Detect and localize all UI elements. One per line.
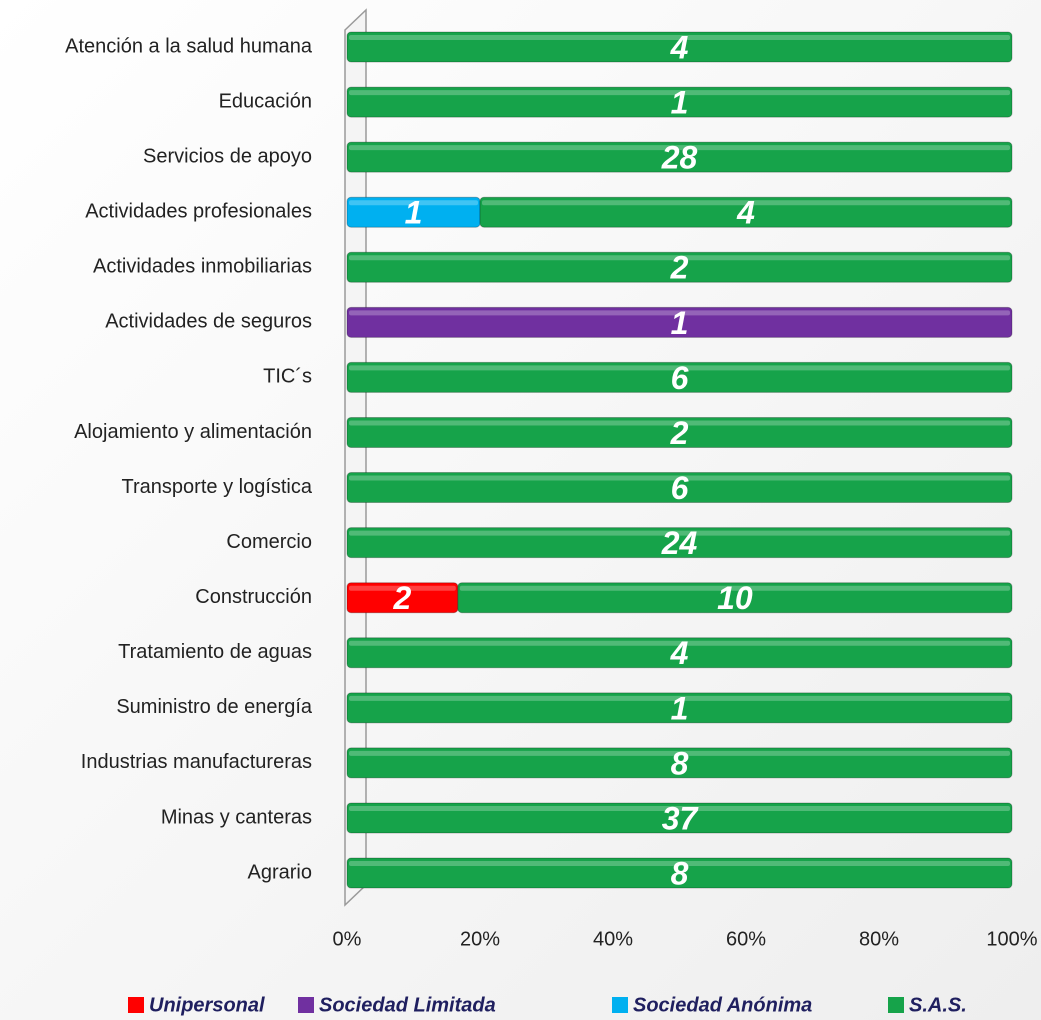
data-label: 4 — [736, 195, 755, 231]
data-label: 4 — [670, 29, 689, 65]
category-label: Industrias manufactureras — [81, 751, 312, 773]
bar-segment — [346, 637, 1013, 669]
bar-segment — [457, 582, 1013, 614]
bar-segment — [346, 857, 1013, 889]
bar-segment — [346, 472, 1013, 504]
x-tick-label: 60% — [726, 928, 766, 950]
data-label: 2 — [670, 415, 689, 451]
category-label: Actividades de seguros — [105, 311, 312, 333]
category-label: Alojamiento y alimentación — [74, 421, 312, 443]
data-label: 1 — [671, 85, 689, 121]
legend-swatch — [612, 997, 628, 1013]
bar-segment — [346, 361, 1013, 393]
category-label: Atención a la salud humana — [65, 35, 313, 57]
bar-segment — [346, 416, 1013, 448]
category-label: Actividades profesionales — [85, 200, 312, 222]
x-tick-label: 20% — [460, 928, 500, 950]
x-tick-label: 40% — [593, 928, 633, 950]
category-label: Actividades inmobiliarias — [93, 256, 312, 278]
bar-highlight — [482, 200, 1010, 206]
bar-highlight — [349, 310, 1010, 316]
legend-label: S.A.S. — [909, 994, 967, 1016]
data-label: 1 — [671, 690, 689, 726]
legend-label: Sociedad Anónima — [633, 994, 812, 1016]
bar-highlight — [349, 420, 1010, 426]
bar-highlight — [349, 145, 1010, 151]
bar-highlight — [349, 255, 1010, 261]
bar-highlight — [349, 640, 1010, 646]
category-label: Educación — [219, 90, 312, 112]
data-label: 6 — [671, 470, 689, 506]
bar-highlight — [349, 750, 1010, 756]
category-label: Tratamiento de aguas — [118, 641, 312, 663]
bar-segment — [346, 692, 1013, 724]
category-label: Transporte y logística — [122, 476, 313, 498]
bar-highlight — [349, 861, 1010, 867]
data-label: 1 — [405, 195, 423, 231]
x-tick-label: 100% — [986, 928, 1037, 950]
data-label: 8 — [671, 745, 689, 781]
category-label: Construcción — [195, 586, 312, 608]
legend-swatch — [888, 997, 904, 1013]
bar-segment — [346, 306, 1013, 338]
data-label: 2 — [393, 580, 412, 616]
bar-highlight — [349, 365, 1010, 371]
legend-label: Sociedad Limitada — [319, 994, 496, 1016]
bar-segment — [346, 141, 1013, 173]
data-label: 37 — [662, 800, 700, 836]
data-label: 8 — [671, 856, 689, 892]
bar-segment — [346, 251, 1013, 283]
data-label: 1 — [671, 305, 689, 341]
category-label: Comercio — [226, 531, 312, 553]
legend-swatch — [128, 997, 144, 1013]
data-label: 24 — [661, 525, 698, 561]
bar-highlight — [459, 585, 1010, 591]
category-label: TIC´s — [263, 366, 312, 388]
bar-highlight — [349, 805, 1010, 811]
bar-highlight — [349, 90, 1010, 96]
bar-highlight — [349, 695, 1010, 701]
data-label: 28 — [661, 140, 698, 176]
bar-highlight — [349, 200, 478, 206]
legend-swatch — [298, 997, 314, 1013]
x-tick-label: 0% — [333, 928, 362, 950]
category-label: Servicios de apoyo — [143, 145, 312, 167]
bar-highlight — [349, 475, 1010, 481]
data-label: 6 — [671, 360, 689, 396]
category-label: Suministro de energía — [116, 696, 313, 718]
category-label: Minas y canteras — [161, 806, 312, 828]
category-label: Agrario — [248, 861, 312, 883]
bar-segment — [346, 802, 1013, 834]
bar-highlight — [349, 35, 1010, 40]
bar-segment — [346, 86, 1013, 118]
data-label: 4 — [670, 635, 689, 671]
bar-segment — [479, 196, 1013, 228]
x-tick-label: 80% — [859, 928, 899, 950]
data-label: 10 — [717, 580, 753, 616]
bar-highlight — [349, 530, 1010, 536]
bar-segment — [346, 31, 1013, 63]
bar-segment — [346, 747, 1013, 779]
bar-segment — [346, 527, 1013, 559]
data-label: 2 — [670, 250, 689, 286]
legend-label: Unipersonal — [149, 994, 265, 1016]
bar-highlight — [349, 585, 456, 591]
